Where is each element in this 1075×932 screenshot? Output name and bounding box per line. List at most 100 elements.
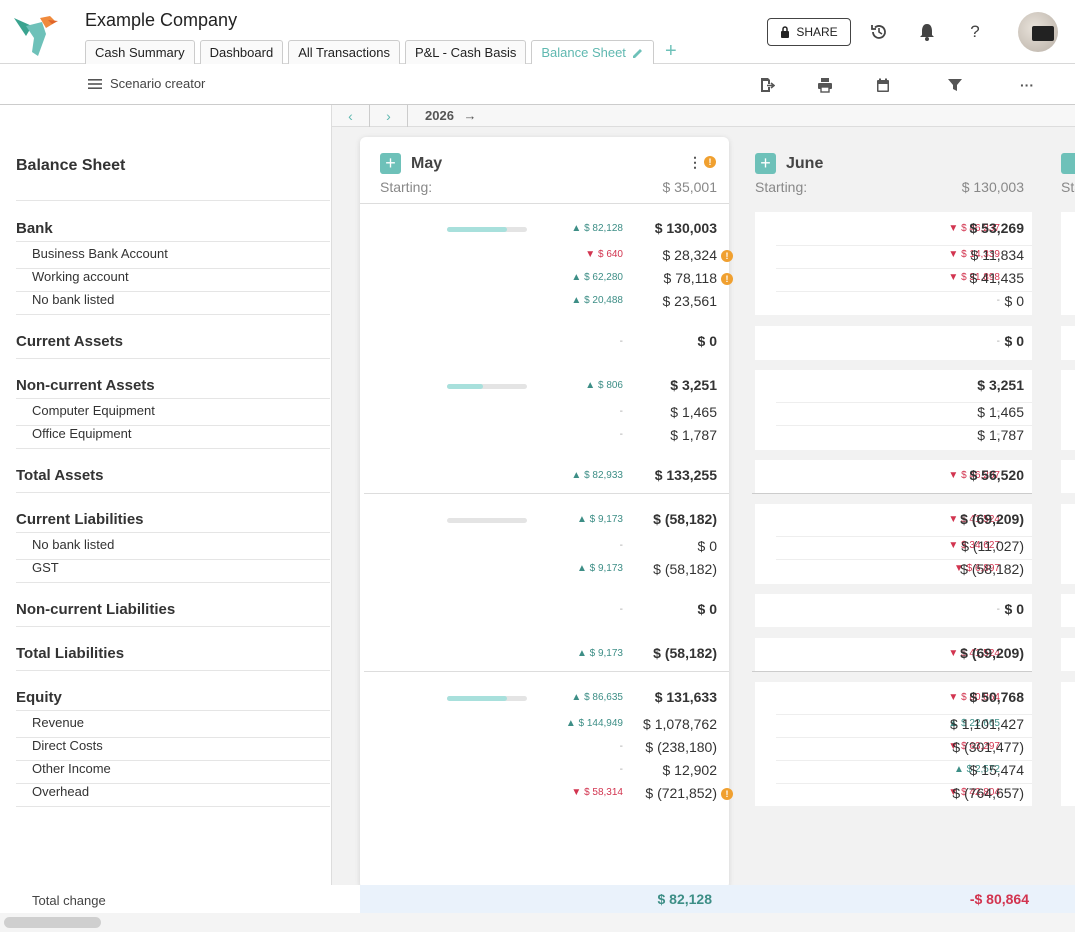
june-working-value[interactable]: $ 41,435: [969, 270, 1025, 286]
june-noncurrent_liab-value[interactable]: $ 0: [1004, 601, 1024, 617]
june-overhead-value[interactable]: $ (764,657): [952, 785, 1024, 801]
may-total_assets-value[interactable]: $ 133,255: [654, 467, 717, 483]
may-overhead-value[interactable]: $ (721,852): [645, 785, 717, 801]
june-current_assets-value[interactable]: $ 0: [1004, 333, 1024, 349]
year-selector[interactable]: 2026 →: [425, 108, 477, 123]
row-label-direct-costs[interactable]: Direct Costs: [16, 738, 330, 761]
june-noncurrent_assets-value[interactable]: $ 3,251: [977, 377, 1024, 393]
may-starting-value: $ 35,001: [662, 179, 718, 195]
june-cl_no_bank-value[interactable]: $ (11,027): [961, 538, 1024, 554]
may-office-value[interactable]: $ 1,787: [670, 427, 717, 443]
tab-balance-sheet[interactable]: Balance Sheet: [531, 40, 654, 64]
june-no_bank-delta: -: [996, 295, 1000, 306]
june-revenue-value[interactable]: $ 1,101,427: [950, 716, 1024, 732]
tab-dashboard[interactable]: Dashboard: [199, 40, 284, 64]
may-overhead-warning-icon[interactable]: !: [721, 788, 733, 800]
row-label-total-liabilities[interactable]: Total Liabilities: [16, 645, 330, 671]
june-block: [755, 370, 1032, 450]
row-label-current-assets[interactable]: Current Assets: [16, 333, 330, 359]
print-icon[interactable]: [816, 76, 834, 94]
next-month-block: [1061, 370, 1075, 450]
row-label-no-bank-listed[interactable]: No bank listed: [16, 292, 330, 315]
may-noncurrent_assets-value[interactable]: $ 3,251: [670, 377, 717, 393]
share-button[interactable]: SHARE: [767, 18, 851, 46]
may-revenue-value[interactable]: $ 1,078,762: [643, 716, 717, 732]
row-label-overhead[interactable]: Overhead: [16, 784, 330, 807]
history-icon[interactable]: [867, 20, 891, 44]
june-total_assets-value[interactable]: $ 56,520: [969, 467, 1025, 483]
row-label-total-assets[interactable]: Total Assets: [16, 467, 330, 493]
may-no_bank-value[interactable]: $ 23,561: [662, 293, 718, 309]
scrollbar-thumb[interactable]: [4, 917, 101, 928]
may-current_liab-delta: ▲ $ 9,173: [576, 514, 623, 525]
calendar-icon[interactable]: [874, 76, 892, 94]
row-label-office-equipment[interactable]: Office Equipment: [16, 426, 330, 449]
prev-period-chevron-left-icon[interactable]: ‹: [332, 105, 370, 127]
may-gst-value[interactable]: $ (58,182): [653, 561, 717, 577]
row-label-revenue[interactable]: Revenue: [16, 715, 330, 738]
june-other_income-value[interactable]: $ 15,474: [969, 762, 1025, 778]
add-tab-icon[interactable]: +: [664, 40, 677, 62]
may-direct-value[interactable]: $ (238,180): [645, 739, 717, 755]
tab-cash-summary[interactable]: Cash Summary: [85, 40, 195, 64]
may-noncurrent_liab-value[interactable]: $ 0: [697, 601, 717, 617]
more-options-icon[interactable]: ···: [1020, 77, 1034, 93]
tab-all-transactions[interactable]: All Transactions: [288, 40, 400, 64]
june-office-value[interactable]: $ 1,787: [977, 427, 1024, 443]
filter-icon[interactable]: [946, 76, 964, 94]
horizontal-scrollbar[interactable]: [0, 913, 1075, 932]
may-working-value[interactable]: $ 78,118: [663, 270, 717, 286]
avatar[interactable]: [1018, 12, 1058, 52]
bell-icon[interactable]: [915, 20, 939, 44]
row-label-working-account[interactable]: Working account: [16, 269, 330, 292]
row-label-bank[interactable]: Bank: [16, 220, 330, 242]
june-no_bank-value[interactable]: $ 0: [1004, 293, 1024, 309]
may-total_liab-value[interactable]: $ (58,182): [653, 645, 717, 661]
june-direct-value[interactable]: $ (301,477): [952, 739, 1024, 755]
row-label-computer-equipment[interactable]: Computer Equipment: [16, 403, 330, 426]
may-working-warning-icon[interactable]: !: [721, 273, 733, 285]
row-label-non-current-assets[interactable]: Non-current Assets: [16, 377, 330, 399]
june-gst-value[interactable]: $ (58,182): [960, 561, 1024, 577]
may-other_income-value[interactable]: $ 12,902: [662, 762, 718, 778]
row-label-current-liabilities[interactable]: Current Liabilities: [16, 511, 330, 533]
may-business_bank-warning-icon[interactable]: !: [721, 250, 733, 262]
may-current_assets-value[interactable]: $ 0: [697, 333, 717, 349]
june-computer-value[interactable]: $ 1,465: [977, 404, 1024, 420]
may-current_liab-value[interactable]: $ (58,182): [653, 511, 717, 527]
june-total_liab-value[interactable]: $ (69,209): [960, 645, 1024, 661]
next-month-plus-icon[interactable]: [1061, 153, 1075, 174]
may-cl_no_bank-value[interactable]: $ 0: [697, 538, 717, 554]
row-label-business-bank-account[interactable]: Business Bank Account: [16, 246, 330, 269]
june-business_bank-value[interactable]: $ 11,834: [970, 247, 1024, 263]
may-business_bank-value[interactable]: $ 28,324: [662, 247, 718, 263]
june-bank-value[interactable]: $ 53,269: [969, 220, 1025, 236]
june-row-divider: [776, 291, 1032, 292]
scenario-creator-button[interactable]: Scenario creator: [88, 76, 205, 91]
next-period-chevron-right-icon[interactable]: ›: [370, 105, 408, 127]
may-equity-value[interactable]: $ 131,633: [654, 689, 717, 705]
june-current_liab-delta: ▼ $ 41,524: [948, 514, 1000, 525]
row-label-other-income[interactable]: Other Income: [16, 761, 330, 784]
june-month-label[interactable]: June: [786, 154, 824, 172]
warning-icon[interactable]: !: [704, 156, 716, 168]
may-month-label[interactable]: May: [411, 154, 443, 172]
kebab-menu-icon[interactable]: ⋮: [688, 154, 702, 170]
row-label-cl-no-bank-listed[interactable]: No bank listed: [16, 537, 330, 560]
may-bank-value[interactable]: $ 130,003: [654, 220, 717, 236]
add-transaction-plus-icon[interactable]: +: [755, 153, 776, 174]
hummingbird-logo-icon[interactable]: [12, 12, 60, 58]
row-label-non-current-liabilities[interactable]: Non-current Liabilities: [16, 601, 330, 627]
pencil-icon[interactable]: [632, 47, 644, 59]
export-icon[interactable]: [758, 76, 776, 94]
tab-pl-cash-basis[interactable]: P&L - Cash Basis: [404, 40, 527, 64]
add-transaction-plus-icon[interactable]: +: [380, 153, 401, 174]
help-icon[interactable]: ?: [970, 22, 980, 41]
may-computer-value[interactable]: $ 1,465: [670, 404, 717, 420]
june-block: [755, 594, 1032, 627]
june-equity-value[interactable]: $ 50,768: [969, 689, 1025, 705]
row-label-gst[interactable]: GST: [16, 560, 330, 583]
row-label-equity[interactable]: Equity: [16, 689, 330, 711]
june-current_liab-value[interactable]: $ (69,209): [960, 511, 1024, 527]
company-name[interactable]: Example Company: [85, 10, 238, 30]
